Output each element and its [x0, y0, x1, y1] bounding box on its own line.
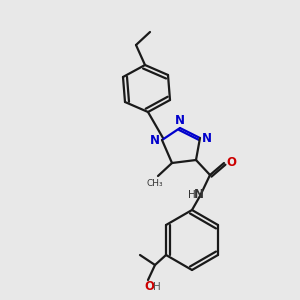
Text: H: H [188, 190, 196, 200]
Text: N: N [175, 115, 185, 128]
Text: O: O [144, 280, 154, 293]
Text: N: N [202, 131, 212, 145]
Text: N: N [150, 134, 160, 146]
Text: N: N [194, 188, 204, 202]
Text: O: O [226, 155, 236, 169]
Text: H: H [153, 282, 161, 292]
Text: CH₃: CH₃ [147, 178, 163, 188]
